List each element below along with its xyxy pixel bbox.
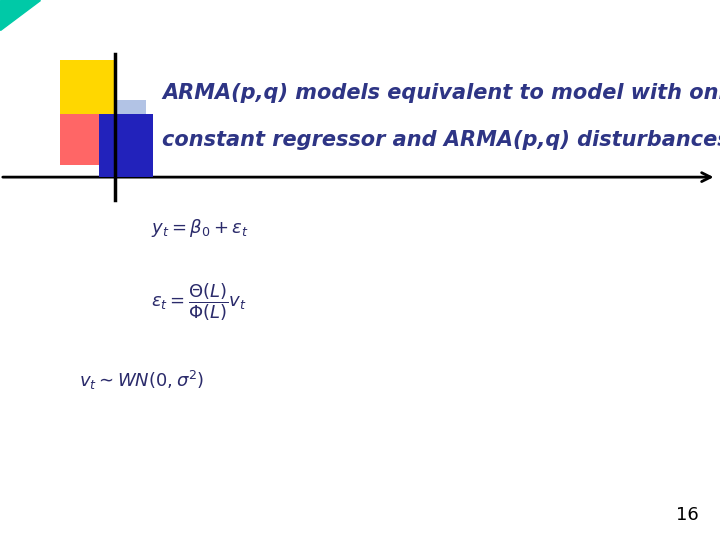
Text: constant regressor and ARMA(p,q) disturbances.: constant regressor and ARMA(p,q) disturb… — [162, 130, 720, 150]
Bar — [60, 60, 116, 115]
Bar — [99, 100, 146, 135]
Text: $y_t = \beta_0 + \varepsilon_t$: $y_t = \beta_0 + \varepsilon_t$ — [151, 217, 249, 239]
Text: 16: 16 — [675, 506, 698, 524]
Bar — [60, 114, 99, 165]
Text: $v_t \sim WN(0, \sigma^2)$: $v_t \sim WN(0, \sigma^2)$ — [79, 369, 204, 392]
Text: $\varepsilon_t = \dfrac{\Theta(L)}{\Phi(L)} v_t$: $\varepsilon_t = \dfrac{\Theta(L)}{\Phi(… — [151, 281, 247, 323]
Bar — [99, 114, 153, 177]
Text: ARMA(p,q) models equivalent to model with only a: ARMA(p,q) models equivalent to model wit… — [162, 83, 720, 103]
Polygon shape — [0, 0, 40, 30]
